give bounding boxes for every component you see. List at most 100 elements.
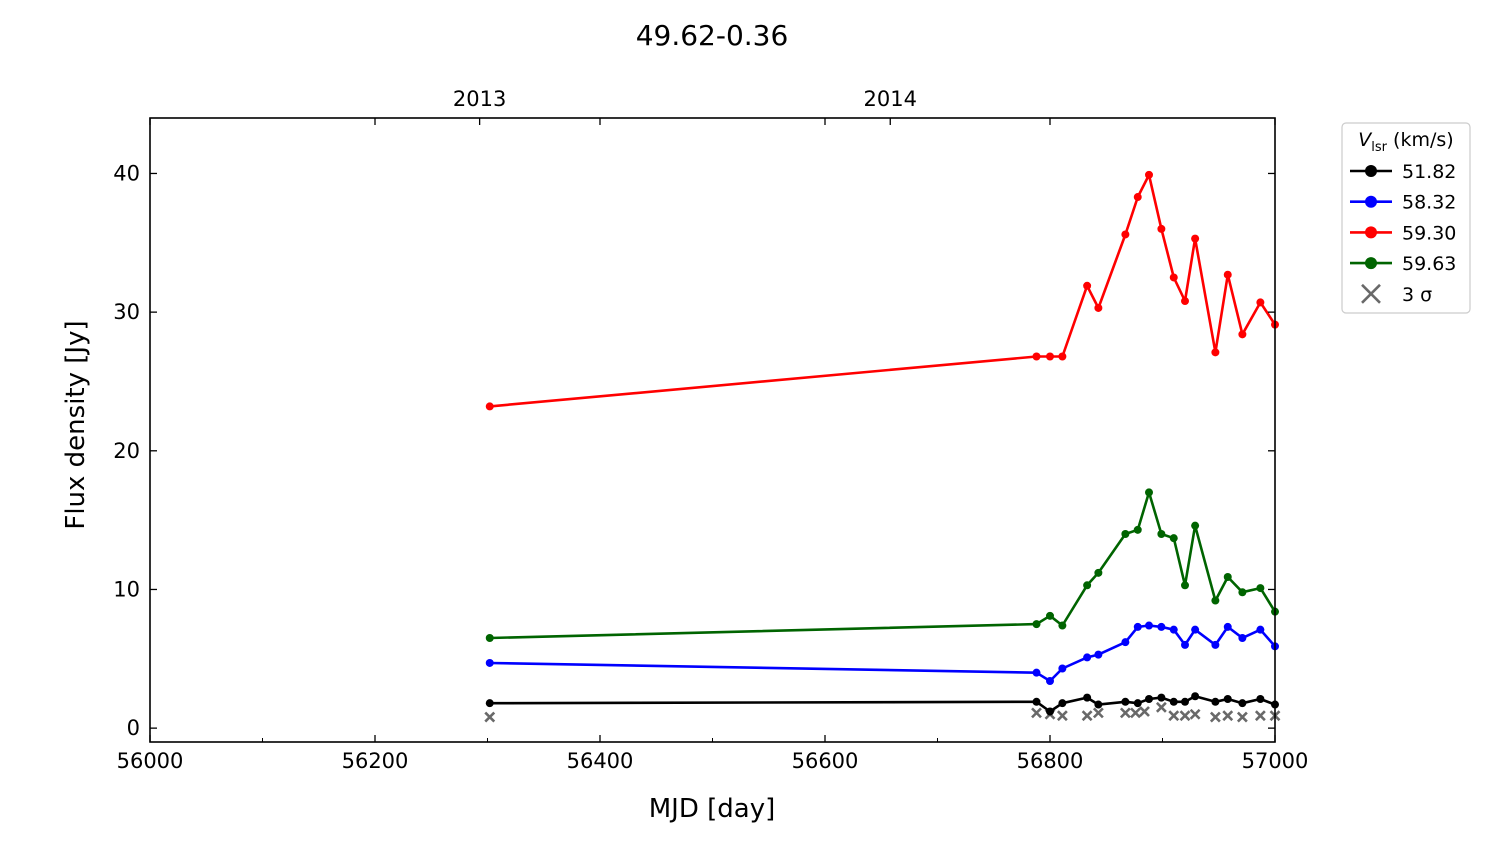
data-point-51.82 [1094, 700, 1103, 709]
sigma-marker [1119, 707, 1131, 719]
legend-label-58.32: 58.32 [1402, 192, 1456, 214]
sigma-marker [1254, 710, 1266, 722]
legend-label-sigma: 3 σ [1402, 284, 1432, 306]
data-point-58.32 [1157, 622, 1166, 631]
legend-label-51.82: 51.82 [1402, 161, 1456, 183]
data-point-59.30 [1191, 234, 1200, 243]
data-point-59.30 [1169, 273, 1178, 282]
data-point-59.30 [1083, 281, 1092, 290]
data-point-59.30 [1121, 230, 1130, 239]
data-point-59.63 [1223, 572, 1232, 581]
data-point-58.32 [1238, 634, 1247, 642]
legend-entries: 51.82 58.32 59.30 59.63 3 σ [1350, 161, 1456, 306]
data-point-51.82 [1058, 699, 1067, 708]
legend-marker-58.32 [1365, 195, 1377, 208]
data-point-51.82 [1181, 697, 1189, 706]
data-point-58.32 [1094, 650, 1103, 659]
plot-area [484, 170, 1281, 723]
data-point-59.30 [1133, 193, 1142, 202]
data-point-51.82 [1223, 695, 1232, 704]
data-point-59.63 [1133, 525, 1142, 534]
x-axis-label: MJD [day] [649, 794, 776, 824]
data-point-51.82 [1046, 707, 1054, 716]
data-point-59.63 [1211, 596, 1220, 605]
data-point-58.32 [1083, 653, 1092, 662]
data-point-59.30 [1058, 352, 1067, 361]
y-axis-label: Flux density [Jy] [61, 320, 91, 529]
top-axis-label: 2013 [453, 87, 506, 111]
y-tick-label: 20 [113, 439, 140, 463]
data-point-59.63 [1121, 530, 1130, 538]
data-point-59.63 [1157, 530, 1166, 538]
data-point-58.32 [1032, 668, 1041, 677]
data-point-59.63 [485, 634, 494, 642]
data-point-58.32 [1133, 622, 1142, 631]
data-point-58.32 [1145, 621, 1153, 630]
legend-title-main: V [1358, 129, 1373, 151]
x-tick-label: 57000 [1242, 749, 1309, 773]
legend-title: Vlsr (km/s) [1358, 129, 1453, 155]
y-tick-label: 10 [113, 577, 140, 601]
x-tick-label: 56200 [342, 749, 409, 773]
data-point-51.82 [1032, 697, 1041, 706]
data-point-59.63 [1046, 611, 1054, 620]
data-point-59.30 [1181, 297, 1189, 306]
data-point-58.32 [1058, 664, 1067, 673]
axis-ticks: 56000 56200 56400 56600 56800 57000 0 10 20 30 40 2… [113, 87, 1308, 773]
data-point-59.63 [1083, 581, 1092, 590]
y-tick-label: 40 [113, 161, 140, 185]
series-line-59.30 [489, 173, 1277, 408]
data-point-59.30 [1238, 330, 1247, 339]
chart-title: 49.62-0.36 [636, 19, 789, 52]
x-tick-label: 56600 [792, 749, 859, 773]
data-point-51.82 [1191, 692, 1200, 701]
sigma-marker [1168, 710, 1180, 722]
series-line-59.63 [489, 491, 1277, 640]
legend-marker-59.30 [1365, 226, 1377, 239]
data-point-59.63 [1169, 534, 1178, 543]
data-point-51.82 [1083, 693, 1092, 702]
y-tick-label: 30 [113, 300, 140, 324]
data-point-58.32 [1223, 622, 1232, 631]
data-point-59.30 [1211, 348, 1220, 357]
x-tick-label: 56000 [117, 749, 184, 773]
sigma-marker [1130, 707, 1141, 719]
legend-marker-sigma [1361, 283, 1381, 304]
data-point-51.82 [1256, 695, 1265, 704]
y-tick-label: 0 [127, 716, 140, 740]
sigma-marker [484, 711, 496, 723]
legend-title-unit: (km/s) [1387, 129, 1454, 151]
legend-label-59.63: 59.63 [1402, 253, 1456, 275]
data-point-59.63 [1145, 488, 1153, 497]
data-point-59.30 [1046, 352, 1054, 361]
data-point-59.30 [485, 402, 494, 411]
sigma-marker [1081, 710, 1093, 722]
legend-marker-59.63 [1365, 257, 1377, 270]
sigma-marker [1179, 710, 1191, 722]
data-point-51.82 [1211, 697, 1220, 706]
data-point-58.32 [1121, 638, 1130, 647]
data-point-51.82 [1121, 697, 1130, 706]
legend-label-59.30: 59.30 [1402, 222, 1456, 244]
data-point-59.63 [1094, 568, 1103, 577]
sigma-marker [1056, 710, 1068, 722]
data-point-51.82 [1169, 697, 1178, 706]
data-point-58.32 [1046, 676, 1054, 685]
data-point-51.82 [485, 699, 494, 708]
data-point-58.32 [1181, 640, 1189, 649]
data-point-58.32 [1211, 640, 1220, 649]
data-point-51.82 [1145, 695, 1153, 704]
data-point-59.30 [1094, 303, 1103, 312]
plot-frame [149, 117, 1276, 743]
sigma-marker [1209, 711, 1221, 723]
legend-title-sub: lsr [1371, 140, 1387, 155]
data-point-59.30 [1145, 170, 1153, 179]
data-point-59.63 [1256, 584, 1265, 593]
legend: Vlsr (km/s) 51.82 58.32 59.30 59.63 3 σ [1341, 122, 1471, 314]
sigma-marker [1222, 710, 1234, 722]
sigma-marker [1031, 707, 1042, 719]
data-point-59.63 [1191, 521, 1200, 530]
data-point-58.32 [1256, 625, 1265, 634]
data-point-51.82 [1133, 699, 1142, 708]
data-point-58.32 [1169, 625, 1178, 634]
